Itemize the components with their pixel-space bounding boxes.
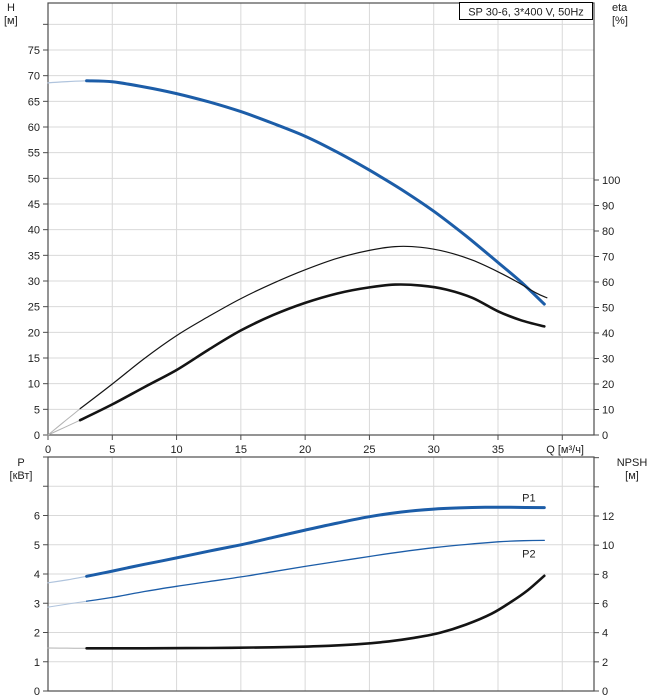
q-axis-title: Q [м³/ч] xyxy=(546,444,584,456)
p-axis-label: 3 xyxy=(34,598,40,610)
bottom-chart-curve-labels: P1 P2 xyxy=(522,492,535,560)
npsh-axis-label: 10 xyxy=(602,540,614,552)
p-axis-label: 1 xyxy=(34,657,40,669)
p1-curve-label: P1 xyxy=(522,492,535,504)
npsh-axis-unit: [м] xyxy=(625,470,639,482)
h-axis-unit: [м] xyxy=(4,15,18,27)
npsh-curve xyxy=(85,574,546,650)
q-axis-label: 5 xyxy=(109,444,115,456)
p1-curve-lead xyxy=(47,575,88,584)
eta-axis-label: 0 xyxy=(602,430,608,442)
eta-axis-label: 80 xyxy=(602,226,614,238)
h-axis-label: 5 xyxy=(34,404,40,416)
q-axis-label: 25 xyxy=(363,444,375,456)
q-axis-label: 15 xyxy=(235,444,247,456)
h-axis-label: 10 xyxy=(28,379,40,391)
h-axis-label: 60 xyxy=(28,122,40,134)
pump-title-text: SP 30-6, 3*400 V, 50Hz xyxy=(468,7,584,19)
pump-title-box: SP 30-6, 3*400 V, 50Hz xyxy=(459,2,593,20)
p2-curve-label: P2 xyxy=(522,549,535,561)
npsh-axis-label: 6 xyxy=(602,599,608,611)
q-axis-label: 35 xyxy=(492,444,504,456)
p-axis-unit: [кВт] xyxy=(10,470,33,482)
q-axis-label: 0 xyxy=(45,444,51,456)
plot-border xyxy=(47,2,595,436)
h-axis-label: 25 xyxy=(28,302,40,314)
efficiency-total-lead xyxy=(47,419,81,436)
top-chart-curves xyxy=(47,79,548,436)
h-axis-label: 70 xyxy=(28,71,40,83)
eta-axis-label: 100 xyxy=(602,175,620,187)
eta-axis-label: 20 xyxy=(602,379,614,391)
h-axis-label: 15 xyxy=(28,353,40,365)
npsh-axis-label: 2 xyxy=(602,657,608,669)
top-chart-tick-marks xyxy=(43,23,599,440)
h-axis-title: H xyxy=(7,2,15,14)
eta-axis-label: 60 xyxy=(602,277,614,289)
eta-axis-label: 10 xyxy=(602,405,614,417)
h-axis-label: 75 xyxy=(28,45,40,57)
bottom-chart-curves xyxy=(47,505,546,650)
eta-axis-label: 50 xyxy=(602,303,614,315)
eta-axis-label: 90 xyxy=(602,201,614,213)
p1-curve xyxy=(85,505,546,578)
bottom-chart-tick-marks xyxy=(43,456,599,692)
h-axis-label: 35 xyxy=(28,250,40,262)
q-axis-label: 20 xyxy=(299,444,311,456)
h-axis-label: 30 xyxy=(28,276,40,288)
eta-axis-label: 40 xyxy=(602,328,614,340)
head-curve-lead xyxy=(47,80,88,84)
efficiency-total-curve xyxy=(78,283,546,422)
h-axis-label: 40 xyxy=(28,225,40,237)
npsh-axis-label: 0 xyxy=(602,686,608,698)
p2-curve-lead xyxy=(47,600,88,608)
eta-axis-label: 30 xyxy=(602,354,614,366)
efficiency-pump-curve xyxy=(79,245,548,410)
h-axis-label: 55 xyxy=(28,148,40,160)
npsh-axis-label: 12 xyxy=(602,511,614,523)
efficiency-pump-lead xyxy=(47,408,81,436)
top-chart-gridlines xyxy=(48,3,594,435)
top-chart-frame xyxy=(47,2,595,436)
pump-title-box-border xyxy=(459,2,593,20)
h-axis-label: 0 xyxy=(34,430,40,442)
eta-axis-title: eta xyxy=(612,2,628,14)
npsh-axis-label: 4 xyxy=(602,628,608,640)
eta-axis-label: 70 xyxy=(602,252,614,264)
top-chart-tick-labels: 0510152025303540455055606570750102030405… xyxy=(28,45,621,456)
p-axis-label: 2 xyxy=(34,628,40,640)
h-axis-label: 50 xyxy=(28,173,40,185)
npsh-axis-title: NPSH xyxy=(617,457,648,469)
q-axis-label: 30 xyxy=(428,444,440,456)
h-axis-label: 65 xyxy=(28,96,40,108)
p-axis-label: 6 xyxy=(34,511,40,523)
q-axis-label: 10 xyxy=(170,444,182,456)
bottom-chart-gridlines xyxy=(48,457,594,691)
npsh-axis-label: 8 xyxy=(602,569,608,581)
p2-curve xyxy=(85,539,545,602)
h-axis-label: 20 xyxy=(28,327,40,339)
p-axis-title: P xyxy=(17,457,24,469)
h-axis-label: 45 xyxy=(28,199,40,211)
p-axis-label: 5 xyxy=(34,540,40,552)
eta-axis-unit: [%] xyxy=(612,15,628,27)
head-curve xyxy=(85,79,546,306)
p-axis-label: 4 xyxy=(34,569,40,581)
p-axis-label: 0 xyxy=(34,686,40,698)
